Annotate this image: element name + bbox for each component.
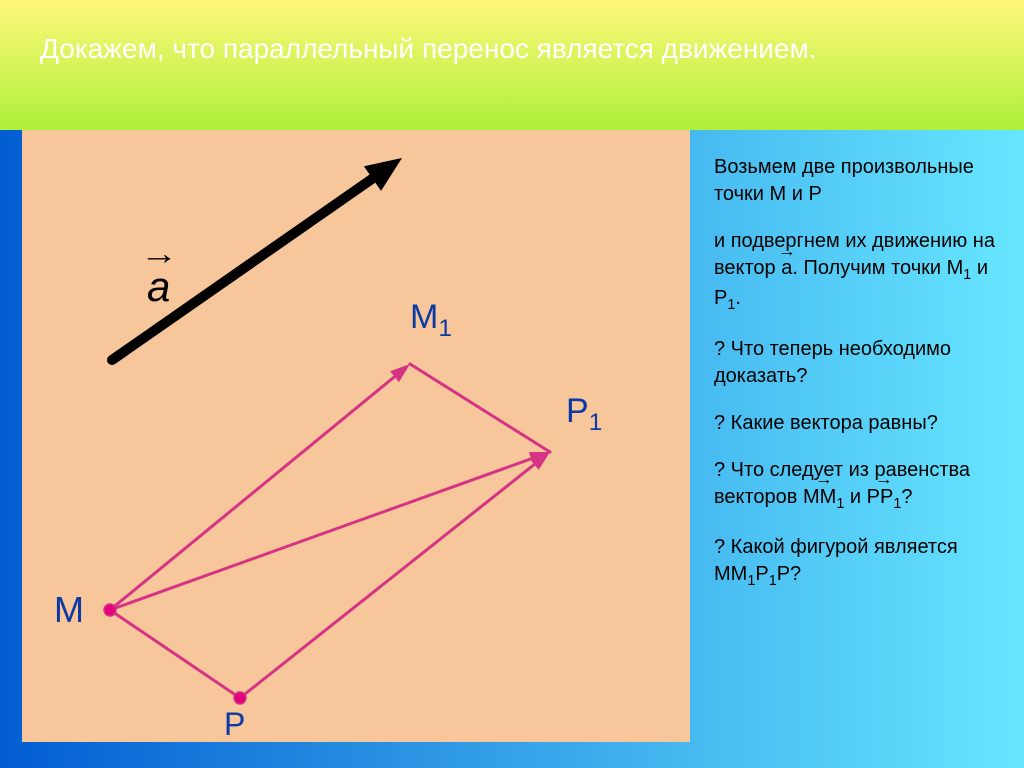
diagram-label: Р1	[566, 392, 602, 437]
diagram-label: М	[54, 589, 84, 631]
content: a М Р М1 Р1 Возьмем две произвольные точки М…	[0, 130, 1024, 768]
diagram-panel: a М Р М1 Р1	[22, 130, 690, 742]
paragraph-3: ? Какие вектора равны?	[714, 410, 1006, 437]
page: Докажем, что параллельный перенос являет…	[0, 0, 1024, 768]
diagram-label: М1	[410, 298, 452, 343]
diagram-label: a	[147, 263, 170, 311]
text-panel: Возьмем две произвольные точки М и Р и по…	[690, 130, 1024, 768]
paragraph-2: ? Что теперь необходимо доказать?	[714, 336, 1006, 390]
paragraph-1: и подвергнем их движению на вектор a. По…	[714, 228, 1006, 316]
title-bar: Докажем, что параллельный перенос являет…	[0, 0, 1024, 130]
page-title: Докажем, что параллельный перенос являет…	[40, 30, 984, 68]
paragraph-0: Возьмем две произвольные точки М и Р	[714, 154, 1006, 208]
diagram: a М Р М1 Р1	[22, 130, 690, 742]
paragraph-5: ? Какой фигурой является ММ1Р1Р?	[714, 534, 1006, 591]
diagram-label: Р	[224, 706, 245, 743]
paragraph-4: ? Что следует из равенства векторов ММ1 …	[714, 457, 1006, 514]
